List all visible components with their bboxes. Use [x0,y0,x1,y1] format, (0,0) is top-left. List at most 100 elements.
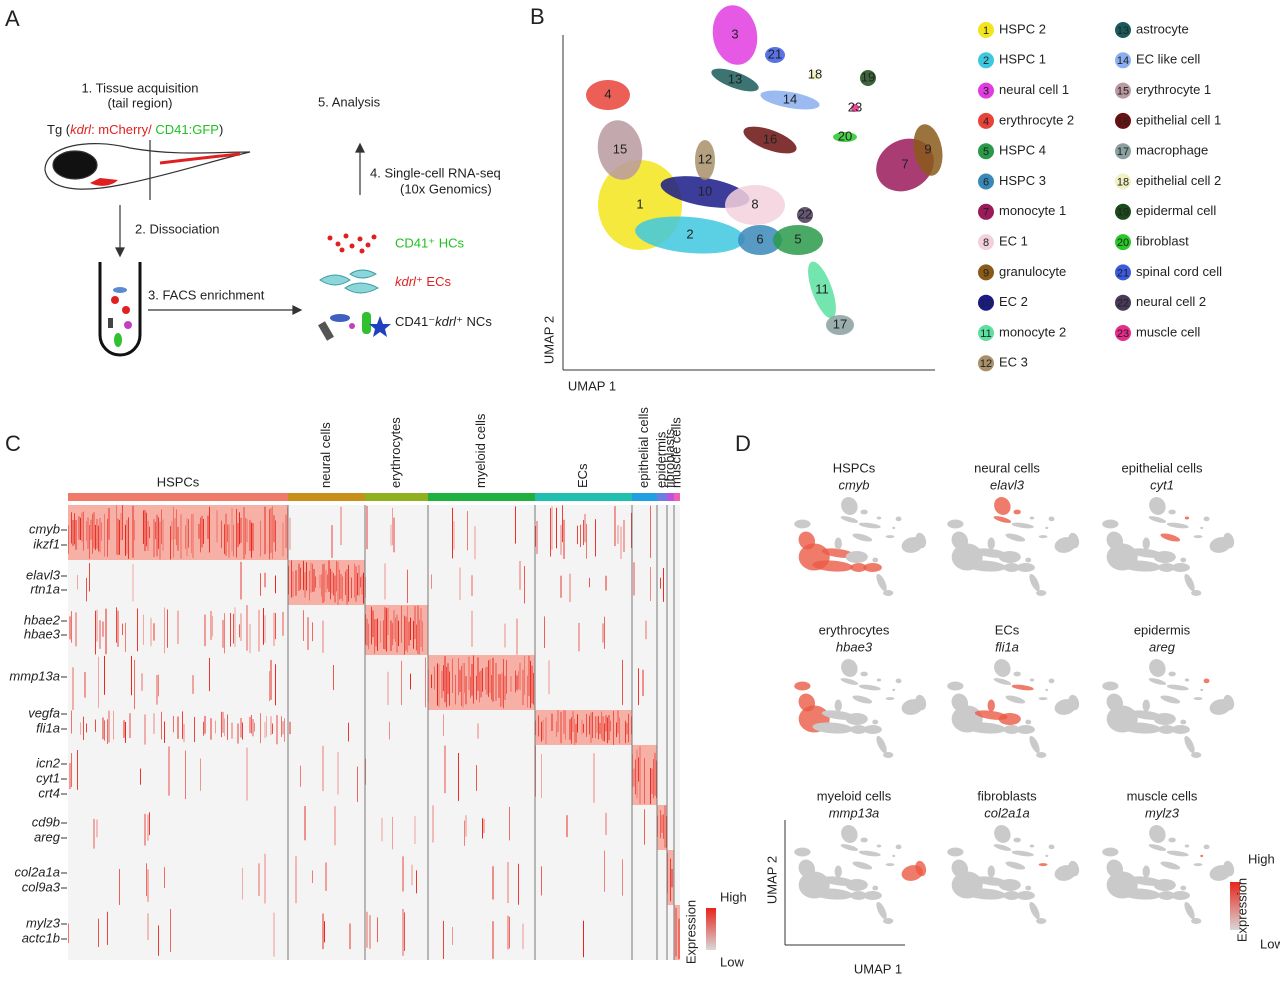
expressing-cells [794,681,811,691]
heatmap-cell [340,574,342,599]
heatmap-cell [200,517,201,553]
heatmap-cell [69,616,71,640]
cells [841,825,858,843]
cells [883,918,894,924]
zebrafish-larva [44,140,251,200]
legend-swatch [978,203,994,220]
heatmap-cell [90,519,92,540]
heatmap-cell [80,722,81,735]
mini-umap [1102,825,1235,924]
heatmap-cell [489,659,491,693]
heatmap-cell [527,675,528,708]
cells [1142,699,1150,712]
cells [951,859,969,878]
heatmap-cell [402,908,404,956]
legend-number: 16 [1117,116,1129,128]
heatmap-cell [75,612,77,647]
cells [1148,844,1167,851]
group-bar [428,493,535,501]
cells [845,551,868,563]
cells [1036,918,1047,924]
gene-label: mylz3 [26,915,61,930]
cells [1153,879,1176,891]
cells [1184,735,1195,754]
heatmap-cell [272,506,273,560]
heatmap-cell [516,618,518,655]
heatmap-cell [312,870,313,884]
legend-swatch [1115,112,1131,129]
heatmap-cell [586,713,587,737]
heatmap-cell [194,716,195,743]
cluster-label: 13 [728,71,742,86]
heatmap-cell [113,710,114,740]
heatmap-cell [604,723,605,742]
heatmap-cell [516,675,518,691]
heatmap-cell [107,911,108,945]
panel-label: D [735,431,751,456]
heatmap-cell [413,620,414,649]
heatmap-cell [98,918,99,948]
heatmap-cell [498,674,500,699]
heatmap-cell [132,564,134,602]
cluster-cells [833,132,857,142]
heatmap-cell [425,657,426,708]
cluster-label: 21 [768,46,782,61]
cells [860,671,868,677]
heatmap-cell [602,716,604,741]
heatmap-cell [476,675,477,700]
heatmap-cell [246,747,248,801]
heatmap-cell [578,622,580,652]
heatmap-cell [663,814,664,839]
heatmap-cell [528,655,530,697]
heatmap-cell [260,713,261,744]
legend-number: 1 [983,25,989,37]
heatmap-cell [170,526,171,560]
heatmap-cell [556,507,557,549]
heatmap-cell [602,623,604,643]
heatmap-cell [215,720,216,734]
legend-label: fibroblast [1136,234,1189,249]
heatmap-cell [360,577,361,588]
cells [1158,563,1175,572]
cells [1184,573,1195,592]
heatmap-cell [245,517,246,555]
heatmap-cell [210,718,212,740]
heatmap-cell [675,907,677,957]
gene-label: hbae3 [24,626,61,641]
group-label: HSPCs [157,474,200,489]
cells [1166,684,1189,691]
heatmap-cell [192,675,194,694]
heatmap-cell [264,853,266,904]
heatmap-cell [434,666,435,690]
heatmap-cell [309,570,310,601]
heatmap-cell [452,658,453,693]
text: kdrl [70,122,92,137]
cells [1005,533,1026,542]
heatmap-cell [644,809,645,845]
gene-label: ikzf1 [33,536,60,551]
panel-label: B [530,4,545,29]
heatmap-cell [221,520,222,549]
cells [1102,681,1119,691]
panel-title: epithelial cells [1122,460,1203,475]
heatmap-cell [479,671,480,703]
cells [1142,537,1150,550]
heatmap-cell [563,519,565,559]
heatmap-cell [134,659,135,710]
heatmap-cell [143,614,144,645]
cells [885,697,895,701]
cells [858,522,881,529]
heatmap-cell [572,711,574,732]
heatmap-cell [303,610,304,641]
heatmap-cell [443,714,444,737]
heatmap-cell [134,520,135,541]
cluster-label: 14 [783,91,797,106]
cells [1013,837,1021,843]
mini-umap [1102,497,1235,596]
heatmap-cell [372,610,374,638]
gene-name: col2a1a [984,805,1030,820]
cells [1200,526,1204,530]
heatmap-cell [589,715,590,735]
cells [794,847,811,857]
group-label: neural cells [318,422,333,488]
